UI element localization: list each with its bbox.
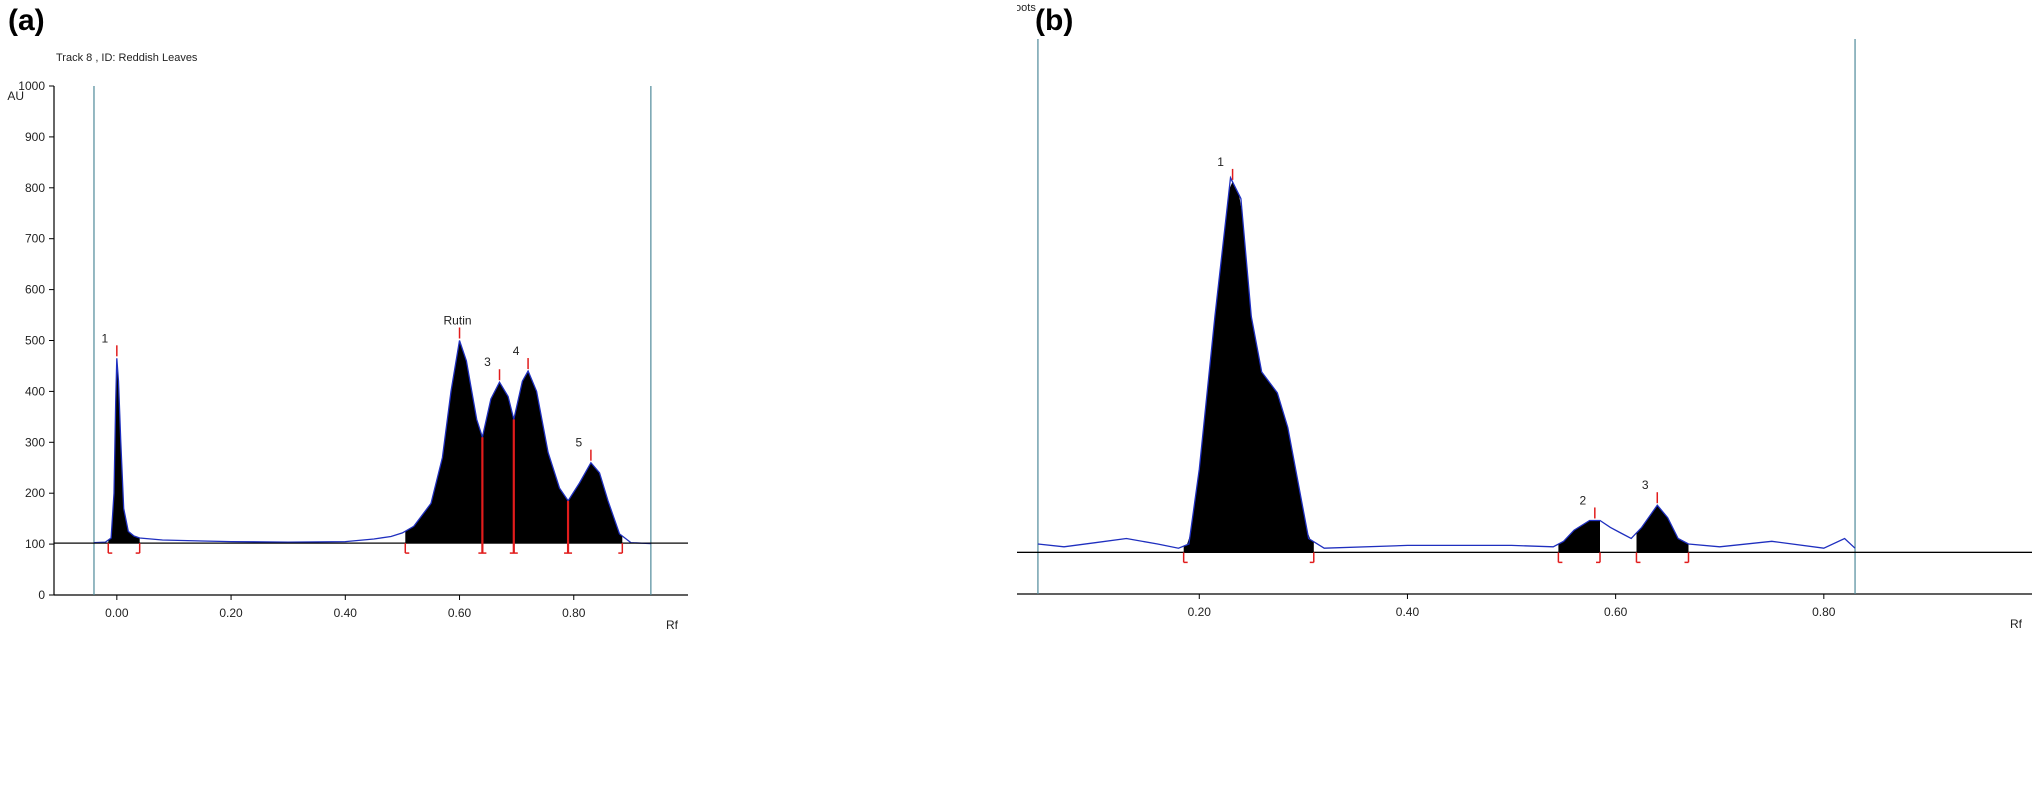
- chart-title: Track 10 , ID: Reddish Roots: [1017, 2, 1036, 14]
- y-tick-label: 300: [25, 435, 45, 449]
- y-tick-label: 200: [25, 486, 45, 500]
- peak-area: [1183, 181, 1314, 553]
- x-tick-label: 0.40: [1396, 605, 1420, 619]
- y-tick-label: 700: [25, 232, 45, 246]
- panel-b-label: (b): [1035, 4, 1074, 37]
- peak-label: 1: [1217, 155, 1224, 169]
- x-tick-label: 0.40: [334, 606, 358, 620]
- peak-label: Rutin: [444, 314, 472, 328]
- y-tick-label: 400: [25, 384, 45, 398]
- x-axis-label: Rf: [666, 618, 679, 632]
- y-tick-label: 0: [38, 588, 45, 602]
- peak-label: 5: [576, 436, 583, 450]
- y-tick-label: 100: [25, 537, 45, 551]
- panel-a-label: (a): [8, 4, 45, 37]
- y-tick-label: 800: [25, 181, 45, 195]
- peak-area: [405, 342, 483, 544]
- peak-area: [568, 462, 623, 544]
- densitogram-chart-a: 0 100 200 300 400 500 600 700 800 900 1000 0.00 0.20…: [7, 52, 688, 632]
- peak-area: [482, 382, 514, 544]
- x-tick-label: 0.20: [219, 606, 243, 620]
- x-tick-label: 0.60: [1604, 605, 1628, 619]
- x-tick-label: 0.00: [105, 606, 129, 620]
- densitogram-trace: [93, 340, 651, 545]
- densitogram-chart-b: 0501001502002503003504000.000.200.400.60…: [1017, 2, 2032, 631]
- y-tick-label: 900: [25, 130, 45, 144]
- peak-area: [1558, 520, 1600, 553]
- y-axis-label: AU: [7, 89, 24, 103]
- y-tick-label: 600: [25, 283, 45, 297]
- panel-a: (a) 0 100 200 300 400 500 600 700 800 900 1000 0.00…: [0, 0, 1016, 810]
- peak-label: 3: [484, 355, 491, 369]
- densitogram-trace: [1037, 175, 1856, 549]
- y-tick-label: 500: [25, 334, 45, 348]
- x-tick-label: 0.80: [562, 606, 586, 620]
- peak-label: 3: [1642, 478, 1649, 492]
- x-tick-label: 0.80: [1812, 605, 1836, 619]
- x-axis-label: Rf: [2010, 617, 2023, 631]
- x-tick-label: 0.20: [1188, 605, 1212, 619]
- peak-label: 1: [101, 331, 108, 345]
- x-tick-label: 0.60: [448, 606, 472, 620]
- peak-label: 4: [513, 344, 520, 358]
- chart-title: Track 8 , ID: Reddish Leaves: [56, 52, 198, 64]
- peak-area: [513, 372, 569, 544]
- peak-label: 2: [1579, 493, 1586, 507]
- panel-b: (b) 0501001502002503003504000.000.200.40…: [1017, 0, 2033, 810]
- y-tick-label: 1000: [18, 79, 45, 93]
